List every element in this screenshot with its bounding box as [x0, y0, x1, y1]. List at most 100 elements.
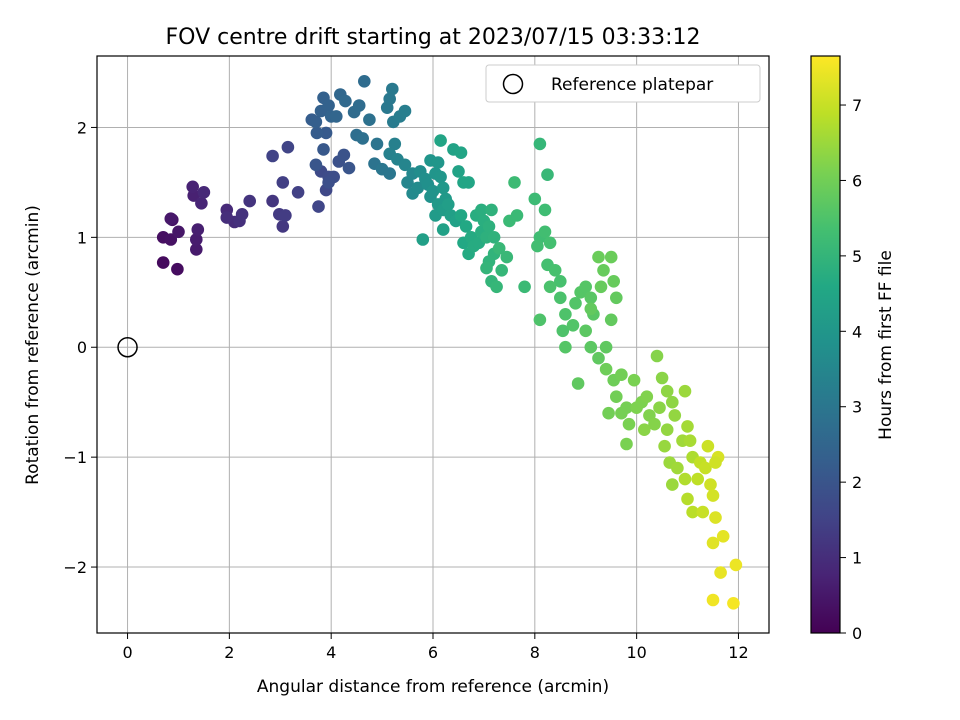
x-tick-label: 12	[728, 643, 748, 662]
reference-platepar-marker	[117, 336, 138, 358]
x-tick-label: 4	[326, 643, 336, 662]
data-point	[518, 280, 531, 294]
data-point	[538, 203, 552, 217]
data-point	[701, 439, 715, 453]
data-point	[370, 137, 384, 151]
data-point	[655, 371, 669, 385]
data-point	[681, 492, 694, 506]
data-point	[156, 256, 170, 269]
data-point	[317, 143, 330, 156]
colorbar-tick-label: 7	[852, 96, 862, 115]
data-point	[186, 180, 199, 194]
data-point	[416, 233, 430, 246]
legend: Reference platepar	[485, 64, 761, 103]
data-point	[666, 478, 679, 491]
data-point	[454, 146, 468, 159]
data-point	[541, 168, 554, 181]
data-point	[436, 181, 450, 195]
data-point	[434, 170, 447, 184]
data-point	[309, 158, 323, 172]
data-point	[500, 250, 514, 264]
y-tick-label: −2	[63, 558, 87, 577]
data-point	[398, 104, 412, 118]
data-point	[495, 264, 509, 277]
x-axis-ticks: 0 2 4 6 8 10 12	[122, 633, 749, 662]
data-point	[604, 250, 618, 264]
data-point	[622, 417, 636, 431]
data-point	[559, 340, 572, 354]
data-point	[566, 319, 580, 332]
data-point	[235, 208, 249, 221]
data-point	[678, 472, 692, 486]
legend-box	[485, 64, 761, 103]
data-point	[709, 511, 722, 524]
data-point	[584, 340, 598, 354]
data-point	[276, 176, 290, 189]
data-point	[584, 302, 598, 316]
colorbar-tick-label: 0	[852, 624, 862, 643]
data-point	[312, 200, 325, 213]
data-point	[452, 165, 465, 178]
data-point	[569, 297, 582, 310]
data-point	[190, 233, 203, 246]
colorbar-ticks: 0 1 2 3 4 5 6 7	[840, 96, 862, 643]
x-tick-label: 0	[122, 643, 132, 662]
colorbar	[810, 55, 841, 634]
data-point	[398, 158, 412, 172]
data-point	[266, 194, 279, 208]
data-point	[383, 167, 397, 180]
colorbar-tick-label: 6	[852, 171, 862, 190]
data-point	[683, 434, 697, 448]
data-point	[706, 489, 720, 502]
data-point	[599, 362, 613, 376]
data-point	[510, 209, 524, 222]
data-point	[640, 390, 654, 404]
data-point	[164, 233, 178, 246]
data-point	[164, 212, 178, 225]
data-point	[543, 236, 557, 250]
data-point	[554, 291, 567, 305]
data-point	[607, 275, 620, 288]
y-tick-label: 0	[77, 338, 87, 357]
data-point	[276, 220, 290, 233]
data-point	[648, 417, 661, 431]
data-point	[548, 264, 562, 277]
data-point	[291, 186, 305, 199]
data-point	[436, 223, 450, 236]
data-point	[197, 186, 211, 199]
data-point	[571, 377, 585, 390]
data-point	[727, 597, 740, 610]
data-point	[462, 176, 475, 189]
data-point	[716, 530, 730, 543]
data-point	[604, 313, 618, 327]
data-point	[475, 203, 488, 217]
data-point	[620, 437, 633, 451]
data-point	[699, 461, 712, 475]
y-axis-ticks: −2 −1 0 1 2	[63, 118, 97, 577]
colorbar-tick-label: 5	[852, 247, 862, 266]
data-point	[191, 223, 205, 236]
data-point	[696, 505, 710, 519]
data-point	[322, 99, 335, 112]
data-point	[671, 461, 684, 475]
data-point	[386, 82, 399, 96]
y-tick-label: 2	[77, 118, 87, 137]
data-point	[281, 140, 295, 154]
data-point	[709, 456, 722, 469]
data-point	[660, 384, 674, 398]
data-point	[714, 566, 727, 579]
data-point	[594, 280, 608, 294]
y-axis-label: Rotation from reference (arcmin)	[23, 205, 43, 485]
data-point	[171, 262, 184, 276]
grid	[97, 56, 769, 633]
data-point	[480, 261, 493, 275]
data-point	[638, 423, 651, 437]
legend-label: Reference platepar	[551, 75, 713, 95]
data-point	[220, 211, 234, 224]
data-point	[653, 401, 666, 415]
data-point	[579, 324, 592, 338]
data-points	[156, 75, 743, 610]
colorbar-tick-label: 1	[852, 549, 862, 568]
data-point	[599, 340, 613, 354]
